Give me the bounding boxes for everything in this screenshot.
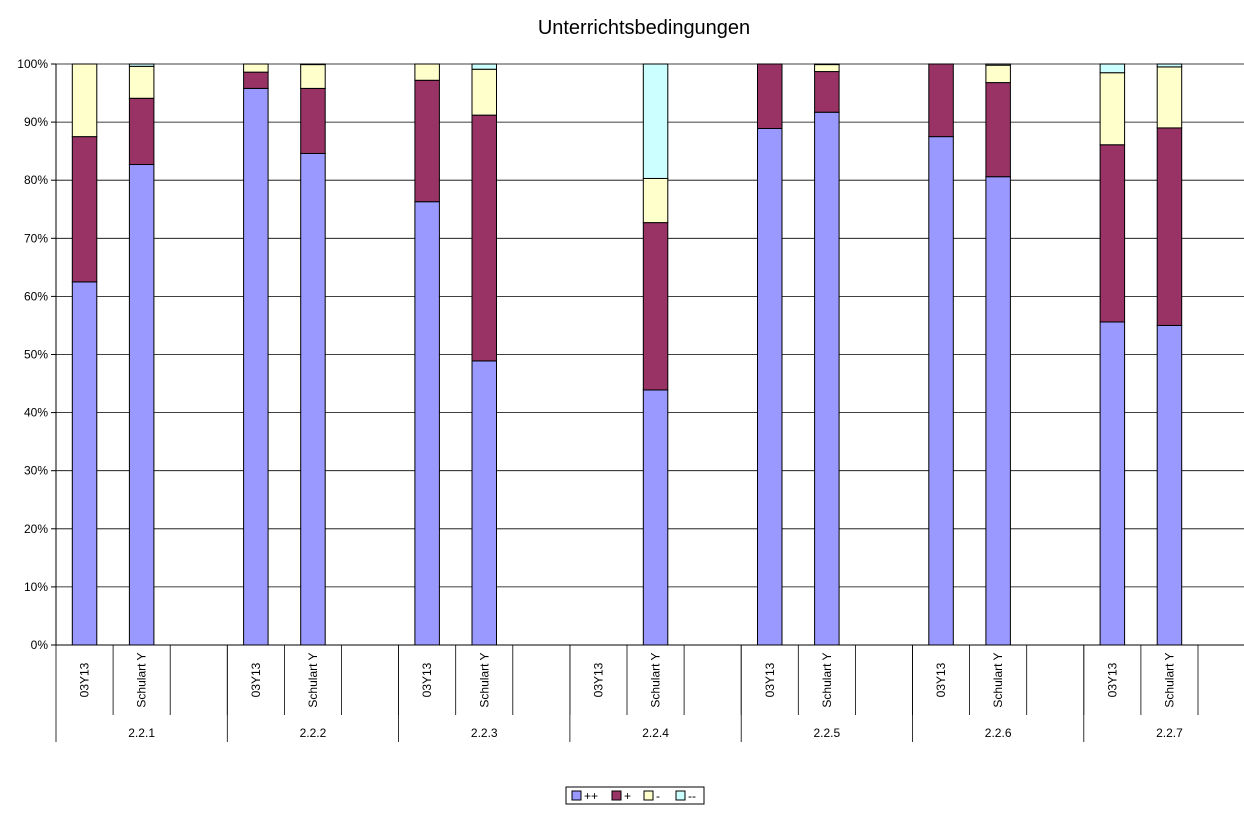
y-tick-label: 60%	[24, 289, 48, 303]
bar-segment	[128, 63, 155, 67]
bar-segment	[1099, 321, 1126, 646]
y-tick-label: 20%	[24, 522, 48, 536]
bar-segment	[1156, 127, 1183, 326]
bar-segment	[814, 111, 840, 646]
axes: 0% 10% 20% 30% 40% 50% 60% 70% 80% 90% 100% 2.2.1 03…	[17, 57, 1244, 742]
bar-segment	[928, 136, 954, 646]
bar-segment	[1156, 66, 1183, 129]
y-tick-label: 50%	[24, 348, 48, 362]
bar-segment	[1156, 324, 1183, 646]
bar-segment	[985, 176, 1011, 646]
group-label: 2.2.6	[985, 726, 1012, 740]
category-label: Schulart Y	[649, 652, 663, 707]
bar-segment	[814, 64, 840, 73]
category-label: 03Y13	[591, 662, 605, 697]
category-label: Schulart Y	[135, 652, 149, 707]
group-label: 2.2.2	[300, 726, 327, 740]
bar-segment	[1099, 72, 1126, 146]
category-label: 03Y13	[420, 662, 434, 697]
category-label: 03Y13	[763, 662, 777, 697]
bar-segment	[128, 164, 155, 646]
legend-label: -	[656, 789, 660, 803]
bar-segment	[642, 177, 669, 224]
category-label: 03Y13	[249, 662, 263, 697]
group-label: 2.2.5	[813, 726, 840, 740]
group-label: 2.2.1	[128, 726, 155, 740]
bar-segment	[757, 63, 783, 129]
bar-segment	[471, 114, 497, 362]
bar-segment	[985, 82, 1011, 178]
y-tick-label: 70%	[24, 231, 48, 245]
category-label: 03Y13	[934, 662, 948, 697]
bar-segment	[814, 63, 840, 66]
y-tick-label: 40%	[24, 406, 48, 420]
bar-segment	[414, 63, 440, 81]
bar-segment	[128, 97, 155, 166]
y-tick-label: 100%	[17, 57, 48, 71]
bar-segment	[814, 71, 840, 113]
legend-label: ++	[584, 789, 598, 803]
group-label: 2.2.3	[471, 726, 498, 740]
category-label: Schulart Y	[991, 652, 1005, 707]
y-tick-label: 90%	[24, 115, 48, 129]
bar-segment	[300, 152, 326, 646]
legend-box	[565, 786, 705, 805]
bar-segment	[300, 63, 326, 66]
y-tick-label: 10%	[24, 580, 48, 594]
bar-segment	[985, 63, 1011, 66]
category-label: 03Y13	[1105, 662, 1119, 697]
bar-segment	[71, 63, 98, 138]
y-tick-label: 30%	[24, 464, 48, 478]
group-label: 2.2.7	[1156, 726, 1183, 740]
group-label: 2.2.4	[642, 726, 669, 740]
bar-segment	[1099, 144, 1126, 323]
legend-label: --	[688, 789, 696, 803]
category-label: 03Y13	[78, 662, 92, 697]
bar-segment	[128, 65, 155, 99]
bar-segment	[928, 63, 954, 138]
bar-segment	[300, 87, 326, 154]
bar-segment	[642, 222, 669, 391]
bar-segment	[642, 389, 669, 646]
bar-segment	[71, 281, 98, 646]
bar-segment	[471, 68, 497, 116]
bar-segment	[243, 63, 269, 73]
bar-segment	[1099, 63, 1126, 74]
bar-segment	[243, 87, 269, 646]
bar-segment	[414, 201, 440, 646]
legend-swatch	[675, 790, 686, 801]
legend-swatch	[571, 790, 582, 801]
bar-segment	[1156, 63, 1183, 68]
legend: ++ + - --	[565, 786, 705, 805]
bar-segment	[471, 360, 497, 646]
category-label: Schulart Y	[1162, 652, 1176, 707]
bar-segment	[985, 64, 1011, 84]
category-label: Schulart Y	[306, 652, 320, 707]
bar-segment	[757, 127, 783, 646]
bar-segment	[300, 64, 326, 89]
chart-title: Unterrichtsbedingungen	[538, 17, 750, 39]
bar-segment	[414, 79, 440, 203]
y-tick-label: 80%	[24, 173, 48, 187]
bar-segment	[243, 71, 269, 89]
category-label: Schulart Y	[477, 652, 491, 707]
category-label: Schulart Y	[820, 652, 834, 707]
legend-swatch	[611, 790, 622, 801]
y-tick-label: 0%	[31, 638, 49, 652]
bar-segment	[71, 136, 98, 283]
legend-label: +	[624, 789, 631, 803]
bar-segment	[471, 63, 497, 70]
bars	[71, 63, 1183, 646]
bar-segment	[642, 63, 669, 179]
legend-swatch	[643, 790, 654, 801]
